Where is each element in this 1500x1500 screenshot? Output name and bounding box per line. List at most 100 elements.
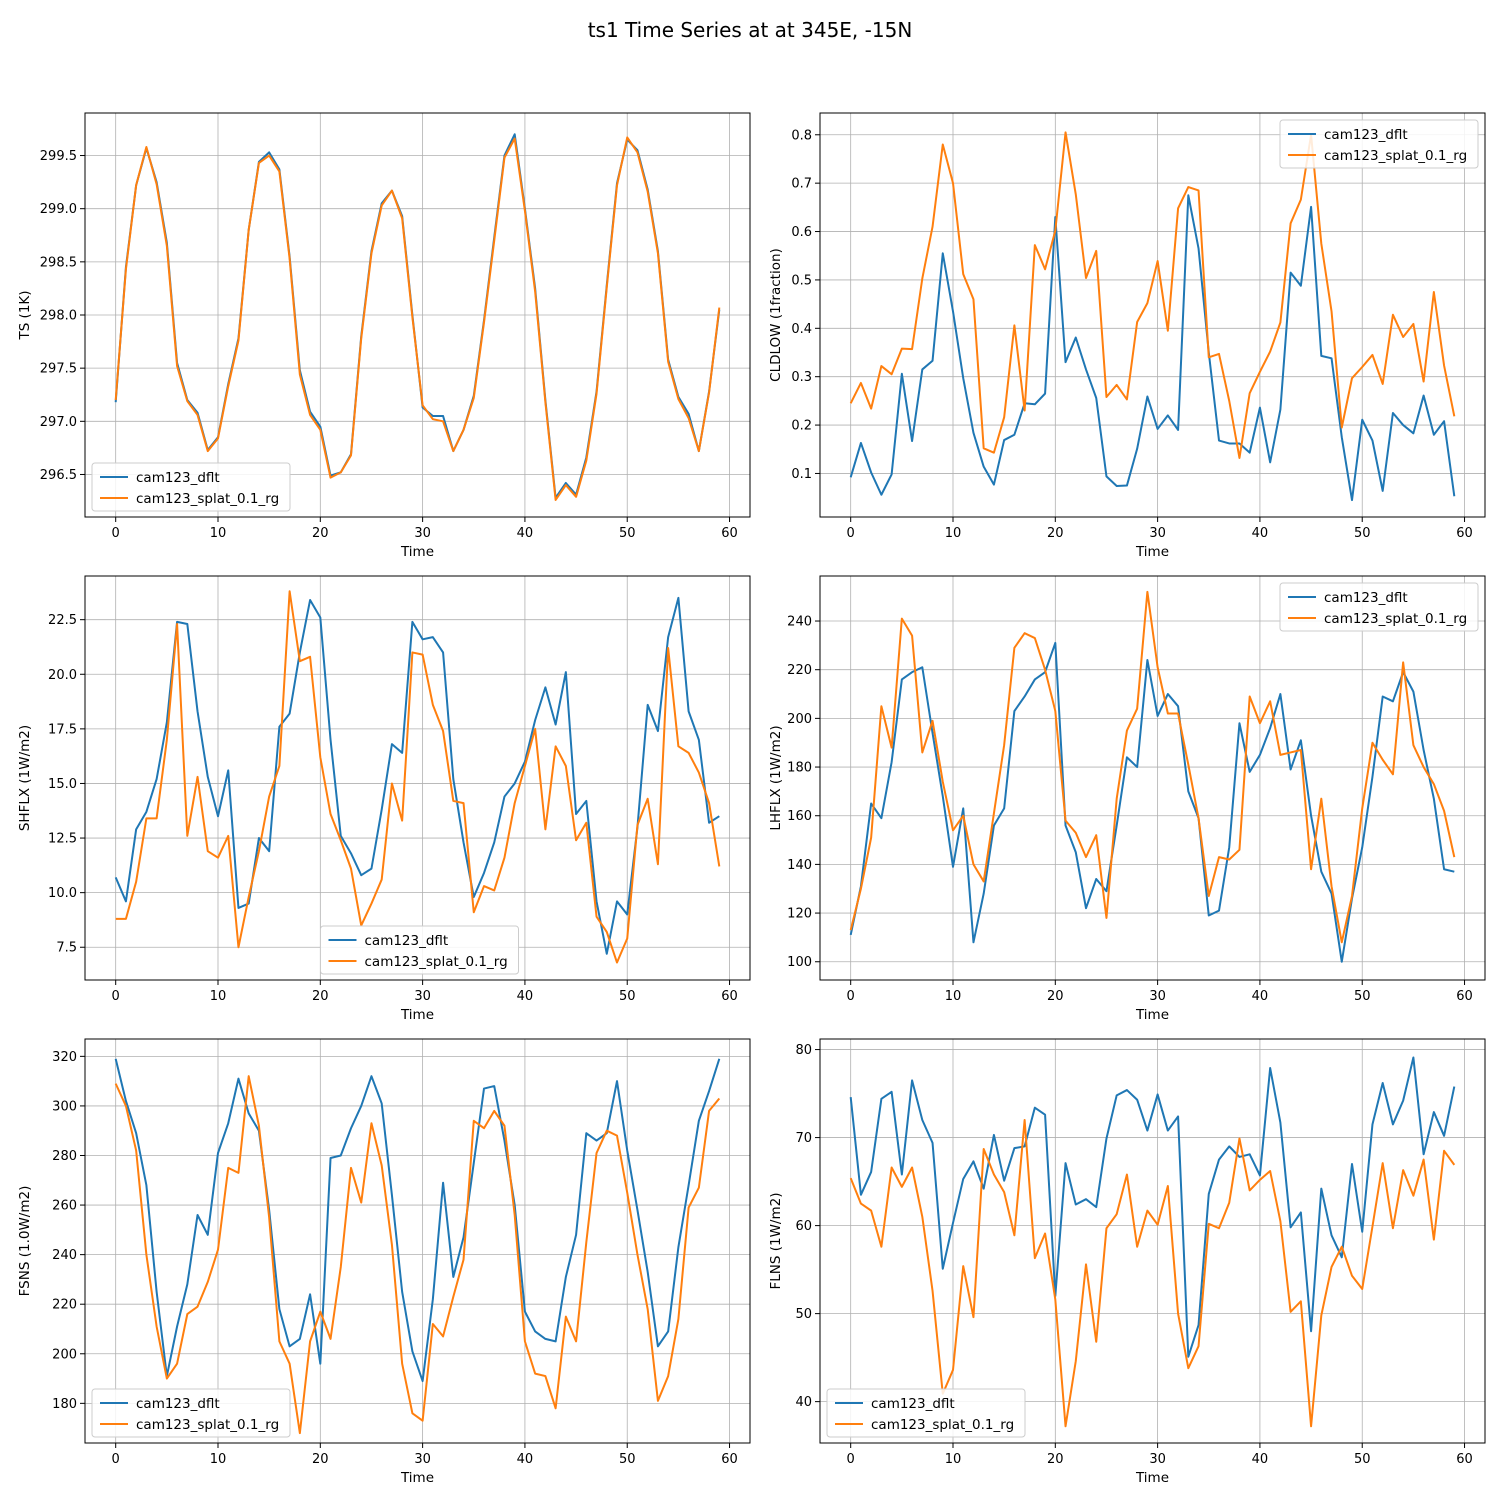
x-tick-label: 0 [847,526,855,541]
y-tick-label: 300 [52,1099,77,1114]
y-tick-label: 180 [787,761,812,776]
x-tick-label: 0 [847,989,855,1004]
legend-label: cam123_dflt [136,470,220,486]
legend: cam123_dflt cam123_splat_0.1_rg [1279,582,1479,632]
legend: cam123_dflt cam123_splat_0.1_rg [1279,119,1479,169]
legend-label: cam123_splat_0.1_rg [365,954,508,970]
series-line-cam123_splat_0.1_rg [849,1118,1456,1428]
x-tick-label: 10 [945,989,962,1004]
y-tick-label: 7.5 [56,941,77,956]
x-tick-label: 40 [1252,1452,1269,1467]
legend-box [91,1388,291,1438]
x-tick-label: 30 [414,1452,431,1467]
legend: cam123_dflt cam123_splat_0.1_rg [320,925,519,975]
y-tick-label: 297.5 [40,362,77,377]
series-line-cam123_dflt [849,194,1456,502]
x-axis-label: Time [400,1007,434,1023]
x-tick-label: 0 [112,1452,120,1467]
y-tick-label: 0.5 [791,273,812,288]
legend-label: cam123_dflt [365,933,449,949]
x-tick-label: 30 [414,989,431,1004]
x-axis-label: Time [400,544,434,560]
legend-label: cam123_dflt [871,1396,955,1412]
y-tick-label: 20.0 [48,668,77,683]
y-tick-label: 297.0 [40,415,77,430]
y-tick-label: 10.0 [48,886,77,901]
x-axis-label: Time [1135,544,1169,560]
y-tick-label: 0.4 [791,322,812,337]
x-tick-label: 50 [619,989,636,1004]
y-tick-label: 50 [795,1307,812,1322]
y-tick-label: 12.5 [48,832,77,847]
x-tick-label: 10 [945,526,962,541]
y-tick-label: 17.5 [48,722,77,737]
legend: cam123_dflt cam123_splat_0.1_rg [91,1388,291,1438]
series-line-cam123_splat_0.1_rg [849,590,1456,944]
y-axis-label: SHFLX (1W/m2) [17,725,33,831]
series-line-cam123_dflt [114,1058,721,1383]
x-tick-label: 30 [414,526,431,541]
y-tick-label: 0.2 [791,419,812,434]
x-tick-label: 60 [721,526,738,541]
y-tick-label: 296.5 [40,468,77,483]
x-tick-label: 40 [517,1452,534,1467]
x-tick-label: 0 [112,989,120,1004]
x-axis-label: Time [1135,1470,1169,1486]
series-line-cam123_splat_0.1_rg [114,1075,721,1435]
y-tick-label: 200 [52,1347,77,1362]
x-tick-label: 20 [1047,989,1064,1004]
y-tick-label: 60 [795,1219,812,1234]
subplot-1: 0 10 20 30 40 50 60 296.5 297.0 297.5 298.0 298.5 29… [17,112,751,560]
x-tick-label: 10 [210,989,227,1004]
legend-label: cam123_splat_0.1_rg [1324,148,1467,164]
axes-frame [819,112,1486,518]
y-tick-label: 280 [52,1149,77,1164]
legend-label: cam123_dflt [136,1396,220,1412]
y-axis-label: CLDLOW (1fraction) [768,248,784,382]
y-tick-label: 15.0 [48,777,77,792]
x-tick-label: 20 [1047,526,1064,541]
legend-box [320,925,519,975]
x-tick-label: 40 [517,989,534,1004]
legend-box [826,1388,1026,1438]
y-tick-label: 0.6 [791,225,812,240]
y-tick-label: 180 [52,1397,77,1412]
y-tick-label: 160 [787,809,812,824]
x-tick-label: 40 [517,526,534,541]
axes-frame [819,575,1486,981]
y-tick-label: 298.5 [40,255,77,270]
x-tick-label: 40 [1252,526,1269,541]
subplot-6: 0 10 20 30 40 50 60 40 50 60 70 80 Time FLNS (1W/m2) c… [768,1038,1486,1486]
y-tick-label: 240 [787,615,812,630]
y-axis-label: FSNS (1.0W/m2) [17,1186,33,1297]
y-tick-label: 260 [52,1199,77,1214]
legend-box [1279,119,1479,169]
y-tick-label: 200 [787,712,812,727]
x-tick-label: 60 [721,1452,738,1467]
y-tick-label: 240 [52,1248,77,1263]
subplot-5: 0 10 20 30 40 50 60 180 200 220 240 260 280 300 320 Tim… [17,1038,751,1486]
legend-label: cam123_splat_0.1_rg [871,1417,1014,1433]
legend-label: cam123_dflt [1324,590,1408,606]
y-tick-label: 298.0 [40,309,77,324]
series-line-cam123_splat_0.1_rg [849,131,1456,459]
legend-label: cam123_splat_0.1_rg [136,1417,279,1433]
x-tick-label: 30 [1149,989,1166,1004]
x-axis-label: Time [400,1470,434,1486]
y-tick-label: 299.0 [40,202,77,217]
series-line-cam123_dflt [114,596,720,955]
x-tick-label: 50 [1354,1452,1371,1467]
x-tick-label: 50 [619,1452,636,1467]
x-tick-label: 50 [1354,526,1371,541]
x-tick-label: 10 [945,1452,962,1467]
x-tick-label: 40 [1252,989,1269,1004]
x-tick-label: 60 [1456,526,1473,541]
subplot-3: 0 10 20 30 40 50 60 7.5 10.0 12.5 15.0 17.5 20.0 22.5… [17,575,751,1023]
y-tick-label: 0.8 [791,128,812,143]
legend-label: cam123_splat_0.1_rg [1324,611,1467,627]
x-tick-label: 20 [312,1452,329,1467]
y-tick-label: 0.7 [791,177,812,192]
series-line-cam123_dflt [849,1056,1456,1358]
legend-box [91,462,291,512]
